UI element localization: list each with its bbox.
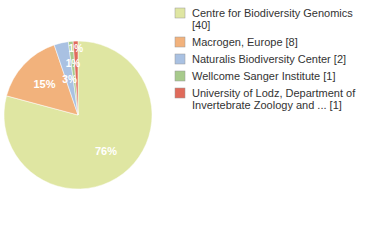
legend-label: Naturalis Biodiversity Center [2] — [192, 53, 346, 65]
legend-line: University of Lodz, Department of — [192, 87, 356, 99]
legend-line: Naturalis Biodiversity Center [2] — [192, 53, 346, 65]
legend-swatch — [175, 54, 185, 64]
legend-line: Centre for Biodiversity Genomics — [192, 7, 353, 19]
data-label: 1% — [69, 43, 84, 54]
data-labels: 76% 15% 3% 1% 1% — [33, 43, 117, 157]
legend-line: Macrogen, Europe [8] — [192, 36, 298, 48]
pie — [4, 41, 152, 189]
legend-swatch — [175, 37, 185, 47]
slice — [4, 41, 152, 189]
chart: 76% 15% 3% 1% 1% Centre for Biodiversity Geno… — [0, 0, 380, 240]
legend-line: Wellcome Sanger Institute [1] — [192, 70, 335, 82]
data-label: 1% — [66, 58, 81, 69]
data-label: 15% — [33, 78, 55, 90]
legend-label: Centre for Biodiversity Genomics[40] — [192, 7, 353, 31]
legend-label: Macrogen, Europe [8] — [192, 36, 298, 48]
legend-swatch — [175, 8, 185, 18]
data-label: 3% — [62, 74, 77, 85]
legend-swatch — [175, 71, 185, 81]
legend-label: Wellcome Sanger Institute [1] — [192, 70, 335, 82]
legend-line: Invertebrate Zoology and ... [1] — [192, 99, 342, 111]
data-label: 76% — [95, 145, 117, 157]
legend-swatch — [175, 88, 185, 98]
legend-line: [40] — [192, 19, 210, 31]
legend: Centre for Biodiversity Genomics[40] Macr… — [175, 7, 356, 111]
legend-label: University of Lodz, Department ofInverte… — [192, 87, 356, 111]
